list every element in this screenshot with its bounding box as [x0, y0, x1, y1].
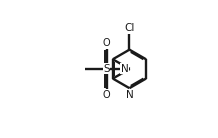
Text: N: N: [121, 64, 128, 74]
Text: S: S: [103, 64, 110, 74]
Text: O: O: [103, 38, 110, 48]
Text: Cl: Cl: [124, 23, 135, 33]
Text: O: O: [103, 90, 110, 100]
Text: N: N: [126, 90, 133, 99]
